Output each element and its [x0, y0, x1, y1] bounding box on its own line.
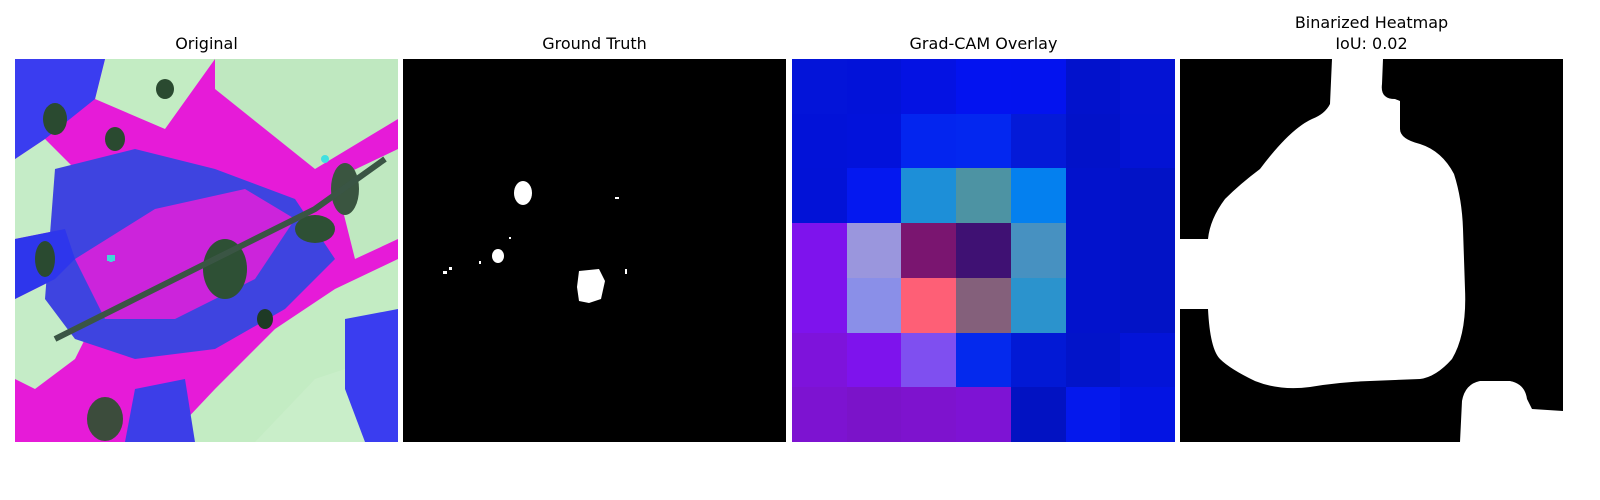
ground-truth-title: Ground Truth: [542, 34, 647, 53]
heatmap-cell-r1-c6: [1120, 114, 1175, 168]
heatmap-cell-r4-c5: [1066, 278, 1120, 333]
heatmap-cell-r3-c3: [956, 223, 1011, 278]
heatmap-cell-r1-c0: [792, 114, 847, 168]
original-title: Original: [175, 34, 238, 53]
heatmap-cell-r1-c3: [956, 114, 1011, 168]
heatmap-cell-r3-c5: [1066, 223, 1120, 278]
heatmap-cell-r1-c5: [1066, 114, 1120, 168]
heatmap-cell-r6-c0: [792, 387, 847, 442]
binarized-heatmap-title: Binarized Heatmap: [1294, 13, 1449, 32]
heatmap-cell-r6-c3: [956, 387, 1011, 442]
heatmap-cell-r3-c2: [901, 223, 956, 278]
heatmap-cell-r4-c2: [901, 278, 956, 333]
heatmap-cell-r6-c5: [1066, 387, 1120, 442]
heatmap-cell-r5-c1: [847, 333, 901, 387]
heatmap-cell-r3-c1: [847, 223, 901, 278]
heatmap-cell-r1-c4: [1011, 114, 1066, 168]
heatmap-cell-r3-c4: [1011, 223, 1066, 278]
original-image: [15, 59, 398, 442]
heatmap-cell-r0-c4: [1011, 59, 1066, 114]
heatmap-cell-r5-c0: [792, 333, 847, 387]
binarized-heatmap-image: [1180, 59, 1563, 442]
heatmap-cell-r5-c5: [1066, 333, 1120, 387]
heatmap-cell-r6-c1: [847, 387, 901, 442]
heatmap-cell-r3-c0: [792, 223, 847, 278]
heatmap-cell-r1-c1: [847, 114, 901, 168]
heatmap-cell-r2-c0: [792, 168, 847, 223]
heatmap-cell-r4-c0: [792, 278, 847, 333]
heatmap-cell-r0-c3: [956, 59, 1011, 114]
heatmap-cell-r4-c3: [956, 278, 1011, 333]
heatmap-cell-r3-c6: [1120, 223, 1175, 278]
gradcam-overlay-title: Grad-CAM Overlay: [909, 34, 1058, 53]
heatmap-cell-r5-c3: [956, 333, 1011, 387]
heatmap-cell-r4-c1: [847, 278, 901, 333]
heatmap-cell-r2-c6: [1120, 168, 1175, 223]
heatmap-cell-r2-c3: [956, 168, 1011, 223]
heatmap-cell-r0-c0: [792, 59, 847, 114]
heatmap-cell-r6-c4: [1011, 387, 1066, 442]
heatmap-cell-r5-c4: [1011, 333, 1066, 387]
gradcam-heatmap-grid: [792, 59, 1175, 442]
heatmap-cell-r4-c6: [1120, 278, 1175, 333]
heatmap-cell-r6-c2: [901, 387, 956, 442]
heatmap-cell-r5-c2: [901, 333, 956, 387]
heatmap-cell-r2-c5: [1066, 168, 1120, 223]
ground-truth-mask: [403, 59, 786, 442]
heatmap-cell-r0-c5: [1066, 59, 1120, 114]
heatmap-cell-r0-c6: [1120, 59, 1175, 114]
heatmap-cell-r2-c2: [901, 168, 956, 223]
heatmap-cell-r2-c1: [847, 168, 901, 223]
heatmap-cell-r0-c2: [901, 59, 956, 114]
heatmap-cell-r5-c6: [1120, 333, 1175, 387]
heatmap-cell-r0-c1: [847, 59, 901, 114]
heatmap-cell-r4-c4: [1011, 278, 1066, 333]
heatmap-cell-r1-c2: [901, 114, 956, 168]
heatmap-cell-r6-c6: [1120, 387, 1175, 442]
gradcam-overlay-image: [792, 59, 1175, 442]
heatmap-cell-r2-c4: [1011, 168, 1066, 223]
iou-score-label: IoU: 0.02: [1335, 34, 1408, 53]
